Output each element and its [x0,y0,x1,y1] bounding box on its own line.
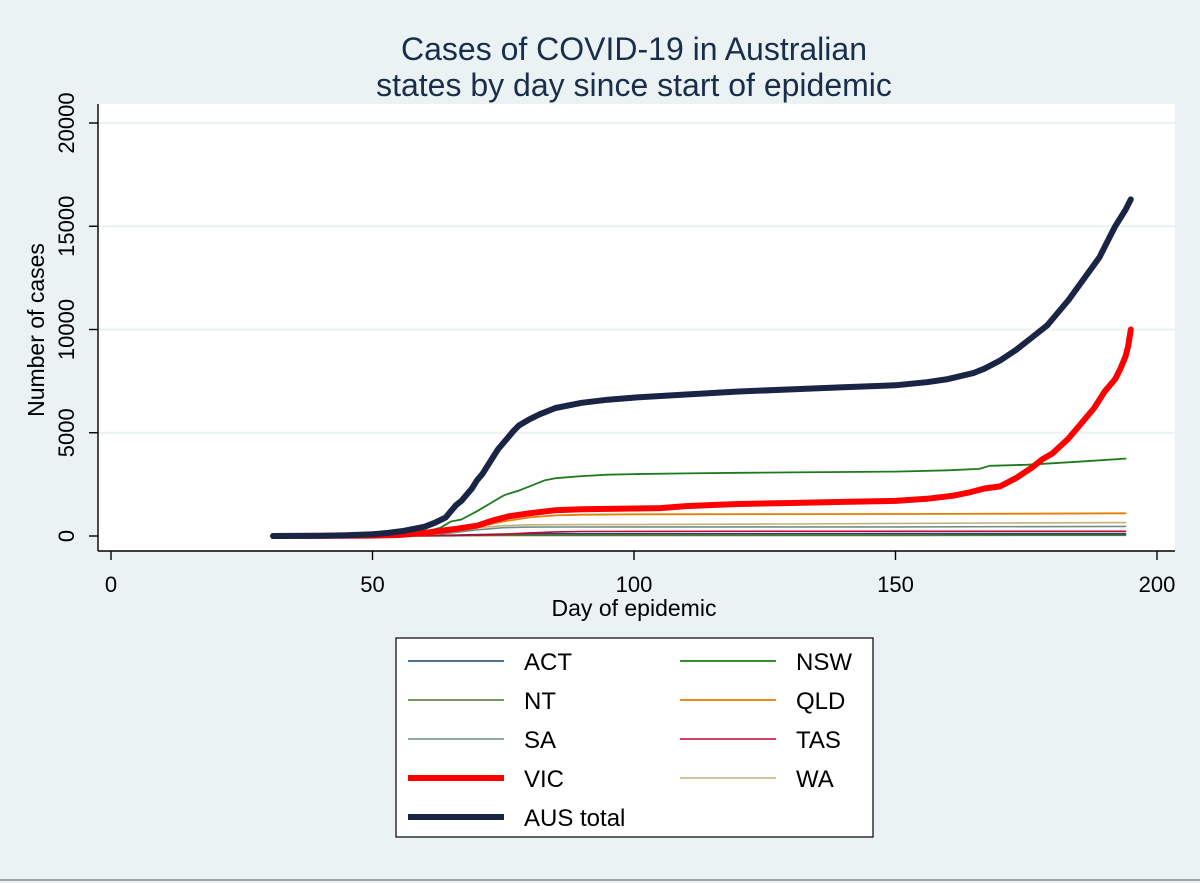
y-tick-label: 0 [54,530,79,542]
y-tick-label: 20000 [54,92,79,153]
plot-area [98,104,1175,551]
legend-label: AUS total [524,805,625,832]
legend-label: SA [524,727,556,754]
legend-box [395,637,874,838]
y-axis-label: Number of cases [23,243,49,417]
series-line-aus-total [270,196,1134,539]
legend-label: ACT [524,649,572,676]
x-tick-label: 50 [360,572,384,597]
series-line-vic [270,326,1134,539]
legend-label: QLD [796,688,845,715]
x-tick-label: 150 [877,572,914,597]
y-tick-label: 10000 [54,299,79,360]
series-layer [270,196,1134,539]
chart-title-line-1: Cases of COVID-19 in Australian [401,31,867,67]
chart-title-line-2: states by day since start of epidemic [376,67,892,103]
x-axis-label: Day of epidemic [552,595,717,621]
legend-label: NSW [796,649,852,676]
x-tick-label: 100 [616,572,653,597]
legend-label: TAS [796,727,841,754]
x-ticks: 0 50 100 150 200 [105,551,1175,597]
legend: ACT NSW NT QLD SA TAS VIC WA AUS total [408,649,852,832]
legend-label: NT [524,688,556,715]
legend-label: WA [796,766,834,793]
y-tick-label: 5000 [54,408,79,457]
grid-layer [98,122,1175,434]
y-tick-label: 15000 [54,196,79,257]
series-line-tas [272,530,1127,537]
y-ticks: 0 5000 10000 15000 20000 [54,92,98,542]
x-tick-label: 0 [105,572,117,597]
x-tick-label: 200 [1139,572,1176,597]
legend-label: VIC [524,766,564,793]
